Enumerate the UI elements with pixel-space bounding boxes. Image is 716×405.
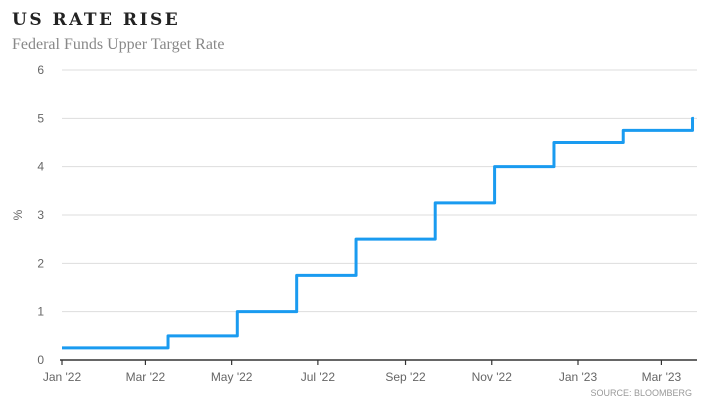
y-tick-label: 0 xyxy=(37,353,44,367)
y-tick-label: 4 xyxy=(37,160,44,174)
x-tick-label: Jan '23 xyxy=(559,370,598,384)
y-tick-label: 6 xyxy=(37,63,44,77)
rate-step-line xyxy=(62,116,695,350)
x-tick-label: Nov '22 xyxy=(472,370,513,384)
y-tick-label: 5 xyxy=(37,111,44,125)
y-tick-label: 1 xyxy=(37,305,44,319)
y-tick-label: 3 xyxy=(37,208,44,222)
x-tick-label: Jul '22 xyxy=(301,370,336,384)
x-tick-label: Mar '22 xyxy=(126,370,166,384)
x-tick-label: Mar '23 xyxy=(642,370,682,384)
chart-subtitle: Federal Funds Upper Target Rate xyxy=(12,36,225,53)
source-note: SOURCE: BLOOMBERG xyxy=(590,388,692,398)
y-axis-label: % xyxy=(11,209,25,220)
chart-title: US RATE RISE xyxy=(12,10,181,30)
y-tick-label: 2 xyxy=(37,256,44,270)
x-tick-label: May '22 xyxy=(211,370,253,384)
x-tick-label: Sep '22 xyxy=(385,370,426,384)
x-tick-label: Jan '22 xyxy=(43,370,82,384)
